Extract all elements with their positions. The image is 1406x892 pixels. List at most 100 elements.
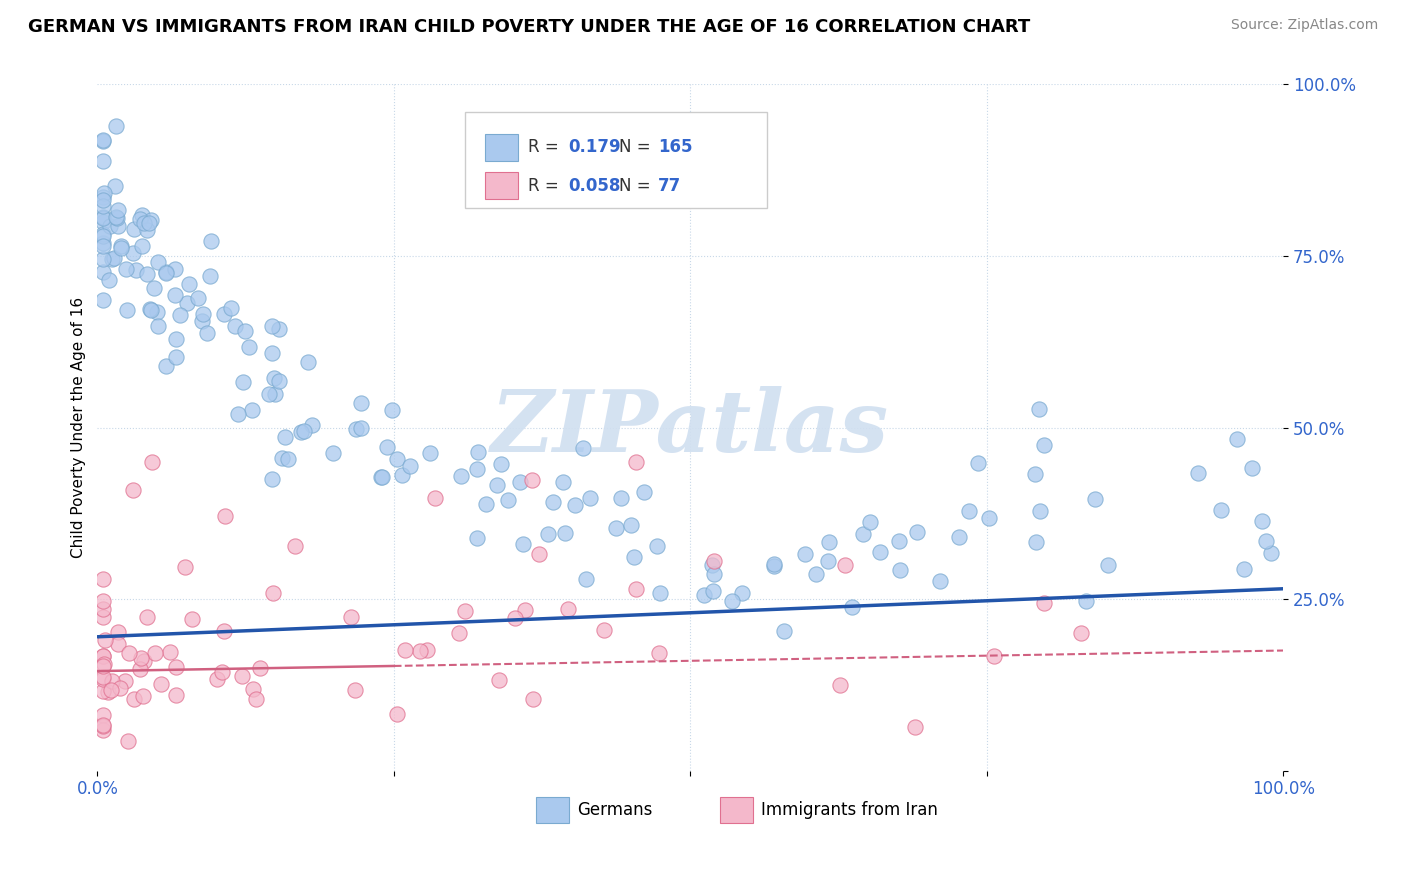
Point — [626, 582, 648, 597]
Point — [91, 154, 114, 169]
Point — [114, 673, 136, 688]
Point — [763, 559, 786, 574]
Point — [1233, 562, 1256, 576]
Point — [1240, 461, 1263, 475]
Point — [107, 202, 129, 217]
Point — [231, 669, 253, 683]
Point — [339, 609, 361, 624]
Point — [375, 441, 398, 455]
Point — [91, 134, 114, 148]
Point — [233, 324, 256, 338]
Point — [537, 527, 560, 541]
Point — [148, 318, 170, 333]
Text: Immigrants from Iran: Immigrants from Iran — [762, 801, 938, 820]
Point — [134, 654, 156, 668]
Point — [159, 645, 181, 659]
Point — [245, 691, 267, 706]
Point — [1260, 546, 1282, 560]
Point — [107, 219, 129, 233]
Point — [1029, 504, 1052, 518]
Text: 165: 165 — [658, 138, 693, 156]
Point — [98, 273, 121, 287]
Point — [721, 594, 744, 608]
Point — [1256, 534, 1278, 549]
Point — [957, 504, 980, 518]
Point — [271, 450, 294, 465]
Point — [148, 254, 170, 268]
Point — [115, 303, 138, 318]
Point — [91, 672, 114, 686]
Point — [977, 510, 1000, 524]
Point — [564, 498, 586, 512]
Point — [238, 340, 260, 354]
Point — [141, 302, 163, 317]
Point — [91, 659, 114, 673]
Text: Source: ZipAtlas.com: Source: ZipAtlas.com — [1230, 18, 1378, 32]
Text: N =: N = — [619, 177, 657, 194]
Point — [179, 277, 201, 291]
Point — [93, 657, 115, 671]
Point — [489, 458, 512, 472]
Text: R =: R = — [527, 177, 564, 194]
Point — [541, 495, 564, 509]
Point — [948, 530, 970, 544]
Point — [1097, 558, 1119, 573]
Point — [101, 252, 124, 266]
Point — [211, 665, 233, 679]
Point — [91, 602, 114, 616]
Point — [122, 221, 145, 235]
Point — [702, 554, 724, 568]
Bar — [720, 797, 754, 823]
Text: 77: 77 — [658, 177, 682, 194]
Point — [610, 491, 633, 505]
Point — [277, 451, 299, 466]
Point — [575, 572, 598, 586]
Point — [887, 533, 910, 548]
Point — [983, 649, 1005, 664]
Point — [97, 685, 120, 699]
Point — [104, 119, 127, 133]
Point — [817, 554, 839, 568]
Point — [91, 228, 114, 243]
Point — [214, 307, 236, 321]
Point — [141, 455, 163, 469]
Point — [350, 421, 373, 435]
Point — [650, 586, 672, 600]
Point — [503, 611, 526, 625]
Text: ZIPatlas: ZIPatlas — [491, 385, 890, 469]
Point — [263, 586, 285, 600]
Point — [344, 421, 367, 435]
Point — [851, 527, 873, 541]
Point — [195, 326, 218, 340]
Point — [513, 603, 536, 617]
Point — [905, 525, 928, 540]
Point — [262, 319, 284, 334]
Point — [91, 227, 114, 241]
Point — [187, 291, 209, 305]
Point — [142, 281, 165, 295]
Point — [191, 314, 214, 328]
Point — [219, 301, 242, 315]
Point — [107, 625, 129, 640]
Point — [763, 557, 786, 571]
Point — [385, 706, 408, 721]
Point — [869, 545, 891, 559]
Point — [91, 594, 114, 608]
Point — [284, 539, 307, 553]
Bar — [485, 134, 519, 161]
Bar — [485, 172, 519, 200]
Point — [115, 261, 138, 276]
Point — [91, 211, 114, 226]
Point — [117, 733, 139, 747]
Point — [121, 246, 143, 260]
Point — [889, 563, 911, 577]
Point — [155, 265, 177, 279]
Point — [593, 623, 616, 637]
Bar — [536, 797, 569, 823]
Point — [818, 534, 841, 549]
Point — [93, 186, 115, 200]
Point — [263, 371, 285, 385]
Point — [605, 521, 627, 535]
Point — [91, 235, 114, 250]
Point — [474, 497, 496, 511]
